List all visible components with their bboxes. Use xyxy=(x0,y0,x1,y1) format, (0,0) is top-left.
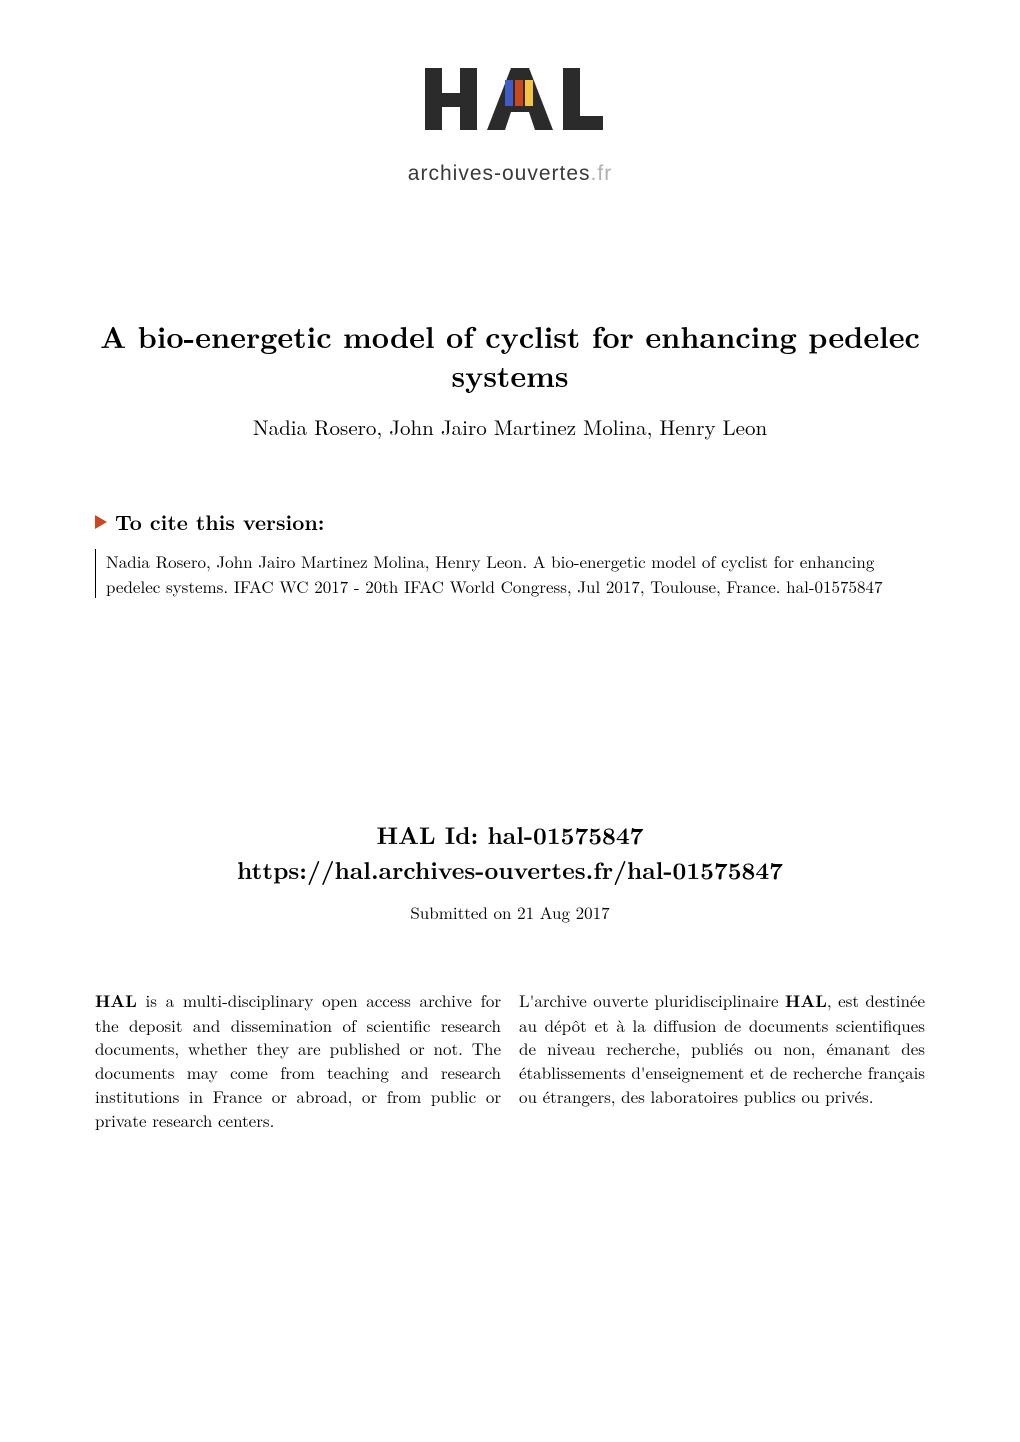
logo-subtitle: archives-ouvertes.fr xyxy=(408,162,612,186)
authors-line: Nadia Rosero, John Jairo Martinez Molina… xyxy=(95,412,925,442)
hal-logo: archives-ouvertes.fr xyxy=(95,60,925,186)
citation-box: Nadia Rosero, John Jairo Martinez Molina… xyxy=(95,549,925,598)
triangle-icon xyxy=(95,515,107,529)
cite-heading-text: To cite this version: xyxy=(115,507,324,537)
hal-url: https://hal.archives-ouvertes.fr/hal-015… xyxy=(95,853,925,888)
description-columns: HAL is a multi-disciplinary open access … xyxy=(95,989,925,1133)
logo-text-suffix: .fr xyxy=(591,162,613,185)
hal-id-line: HAL Id: hal-01575847 xyxy=(95,818,925,853)
submitted-date: Submitted on 21 Aug 2017 xyxy=(95,900,925,924)
column-left: HAL is a multi-disciplinary open access … xyxy=(95,989,501,1133)
logo-text-main: archives-ouvertes xyxy=(408,162,591,185)
column-right: L'archive ouverte pluridisciplinaire HAL… xyxy=(519,989,925,1133)
paper-title: A bio-energetic model of cyclist for enh… xyxy=(95,316,925,394)
col-right-bold: HAL xyxy=(785,989,827,1013)
hal-id-block: HAL Id: hal-01575847 https://hal.archive… xyxy=(95,818,925,888)
col-right-prefix: L'archive ouverte pluridisciplinaire xyxy=(519,988,785,1012)
citation-text: Nadia Rosero, John Jairo Martinez Molina… xyxy=(106,549,883,598)
hal-logo-svg xyxy=(415,60,605,156)
col-left-text: is a multi-disciplinary open access arch… xyxy=(95,988,501,1132)
cite-heading: To cite this version: xyxy=(95,507,925,537)
page-root: archives-ouvertes.fr A bio-energetic mod… xyxy=(0,0,1020,1442)
col-left-bold: HAL xyxy=(95,989,137,1013)
